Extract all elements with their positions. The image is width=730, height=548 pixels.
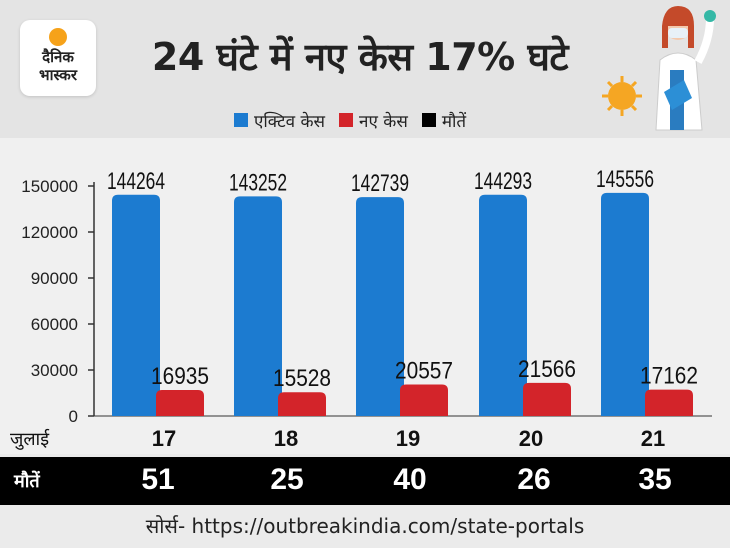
- logo-text-line2: भास्कर: [39, 67, 77, 84]
- deaths-value: 40: [393, 463, 427, 496]
- y-tick-label: 60000: [31, 315, 78, 334]
- new-cases-data-label: 17162: [640, 363, 698, 390]
- y-tick-label: 30000: [31, 361, 78, 380]
- active-cases-data-label: 142739: [351, 170, 409, 197]
- page-title: 24 घंटे में नए केस 17% घटे: [151, 35, 569, 79]
- sun-icon: [49, 28, 67, 46]
- active-cases-bar: [234, 196, 282, 416]
- deaths-value: 26: [517, 463, 551, 496]
- dainik-bhaskar-logo: दैनिक भास्कर: [20, 20, 96, 96]
- virus-icon: [602, 76, 642, 116]
- new-cases-data-label: 15528: [273, 365, 331, 392]
- new-cases-bar: [645, 389, 693, 416]
- y-tick-label: 0: [69, 407, 78, 426]
- date-row: जुलाई 17 18 19 20 21: [0, 423, 730, 455]
- new-cases-data-label: 20557: [395, 357, 453, 384]
- active-cases-bar: [112, 194, 160, 416]
- date-label: 21: [640, 426, 666, 451]
- legend-label-new: नए केस: [359, 111, 408, 132]
- header: दैनिक भास्कर 24 घंटे में नए केस 17% घटे …: [0, 0, 730, 138]
- deaths-value: 25: [270, 463, 304, 496]
- chart-area: 0 30000 60000 90000 120000 150000 144264 14325…: [0, 138, 730, 454]
- new-cases-bar: [523, 382, 571, 416]
- legend-label-deaths: मौतें: [441, 111, 467, 132]
- active-cases-data-label: 145556: [596, 166, 654, 193]
- date-label: 18: [273, 426, 299, 451]
- legend-item-new: नए केस: [339, 109, 408, 132]
- legend-item-deaths: मौतें: [421, 109, 467, 132]
- legend-label-active: एक्टिव केस: [254, 111, 326, 132]
- new-cases-bar: [400, 384, 448, 416]
- active-cases-bar: [356, 197, 404, 416]
- legend-swatch-new: [339, 113, 354, 127]
- month-label: जुलाई: [10, 429, 50, 450]
- deaths-value: 35: [638, 463, 672, 496]
- chart-legend: एक्टिव केस नए केस मौतें: [234, 108, 480, 132]
- active-cases-bar: [601, 192, 649, 416]
- deaths-value: 51: [141, 463, 175, 496]
- legend-item-active: एक्टिव केस: [234, 109, 325, 132]
- legend-swatch-active: [234, 113, 248, 127]
- new-cases-bar: [278, 392, 326, 416]
- bar-chart: 0 30000 60000 90000 120000 150000 144264 14325…: [21, 166, 712, 426]
- deaths-row: मौतें 51 25 40 26 35: [0, 457, 730, 505]
- y-tick-label: 90000: [31, 269, 78, 288]
- active-cases-data-label: 143252: [229, 169, 287, 196]
- active-cases-data-label: 144293: [474, 168, 532, 195]
- new-cases-bar: [156, 390, 204, 416]
- active-cases-bar: [479, 194, 527, 416]
- date-label: 17: [151, 426, 177, 451]
- deaths-label: मौतें: [14, 471, 40, 492]
- legend-swatch-deaths: [421, 113, 436, 127]
- y-tick-label: 120000: [21, 223, 78, 242]
- new-cases-data-label: 16935: [151, 363, 209, 390]
- doctor-illustration: [602, 6, 716, 131]
- logo-text-line1: दैनिक: [42, 49, 74, 66]
- y-tick-label: 150000: [21, 177, 78, 196]
- date-label: 19: [395, 426, 421, 451]
- new-cases-data-label: 21566: [518, 356, 576, 383]
- date-label: 20: [518, 426, 544, 451]
- source-note: सोर्स- https://outbreakindia.com/state-p…: [145, 514, 585, 538]
- active-cases-data-label: 144264: [107, 168, 165, 195]
